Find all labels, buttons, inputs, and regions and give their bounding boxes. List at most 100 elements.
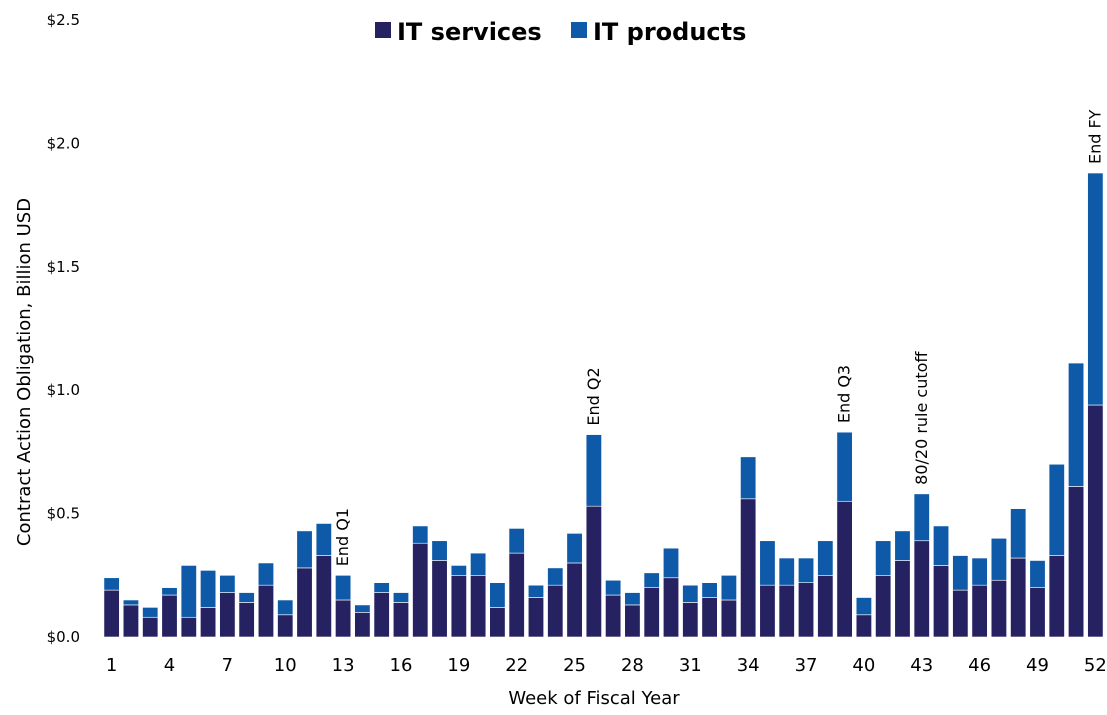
bar-it-services-week-44 bbox=[933, 565, 950, 638]
x-tick-label: 52 bbox=[1084, 655, 1107, 676]
bar-it-products-week-51 bbox=[1068, 362, 1085, 487]
legend: IT services IT products bbox=[375, 18, 746, 46]
bar-it-products-week-17 bbox=[412, 525, 429, 544]
annotation-label: 80/20 rule cutoff bbox=[912, 351, 931, 485]
bar-it-services-week-9 bbox=[257, 584, 274, 638]
bar-it-services-week-40 bbox=[855, 614, 872, 638]
bar-it-products-week-7 bbox=[219, 574, 236, 593]
bar-it-products-week-2 bbox=[122, 599, 139, 606]
bar-it-services-week-48 bbox=[1010, 557, 1027, 638]
bar-it-services-week-21 bbox=[489, 607, 506, 638]
bar-it-services-week-2 bbox=[122, 604, 139, 638]
bar-it-products-week-4 bbox=[161, 587, 178, 596]
bar-it-services-week-47 bbox=[990, 579, 1007, 638]
bar-it-products-week-24 bbox=[547, 567, 564, 586]
bar-it-services-week-38 bbox=[817, 574, 834, 638]
y-tick-label: $0.0 bbox=[47, 628, 80, 646]
annotation-label: End FY bbox=[1085, 109, 1104, 164]
y-axis: $0.0 $0.5 $1.0 $1.5 $2.0 $2.5 bbox=[47, 11, 80, 646]
bar-it-services-week-26 bbox=[585, 505, 602, 638]
bar-it-services-week-46 bbox=[971, 584, 988, 638]
bar-it-services-week-43 bbox=[913, 540, 930, 638]
x-tick-label: 37 bbox=[795, 655, 818, 676]
bar-it-products-week-34 bbox=[740, 456, 757, 500]
bar-it-products-week-38 bbox=[817, 540, 834, 576]
legend-label-it-products: IT products bbox=[593, 18, 746, 46]
bar-it-services-week-23 bbox=[527, 597, 545, 638]
y-tick-label: $1.0 bbox=[47, 381, 80, 399]
bar-it-services-week-18 bbox=[431, 560, 448, 638]
x-axis: 1 4 7 10 13 16 19 22 25 28 31 34 37 40 43 46 49 52 bbox=[106, 655, 1107, 676]
bar-it-services-week-19 bbox=[450, 574, 467, 638]
bar-it-services-week-4 bbox=[161, 594, 178, 638]
bar-it-services-week-35 bbox=[759, 584, 776, 638]
bar-it-products-week-11 bbox=[296, 530, 313, 569]
bar-it-products-week-44 bbox=[933, 525, 950, 566]
bar-it-services-week-3 bbox=[142, 616, 159, 638]
bar-it-products-week-27 bbox=[605, 579, 622, 596]
y-tick-label: $2.0 bbox=[47, 134, 80, 152]
bar-it-products-week-36 bbox=[778, 557, 795, 586]
bar-it-products-week-25 bbox=[566, 533, 583, 564]
bar-it-products-week-48 bbox=[1010, 508, 1027, 559]
bar-it-products-week-19 bbox=[450, 565, 467, 576]
bar-it-services-week-12 bbox=[315, 555, 332, 638]
bar-it-products-week-21 bbox=[489, 582, 506, 608]
bar-it-products-week-10 bbox=[277, 599, 294, 616]
x-tick-label: 40 bbox=[852, 655, 875, 676]
bar-it-services-week-39 bbox=[836, 500, 853, 638]
bar-it-services-week-20 bbox=[470, 574, 487, 638]
bar-it-services-week-10 bbox=[277, 614, 294, 638]
x-tick-label: 4 bbox=[164, 655, 175, 676]
bar-it-products-week-13 bbox=[335, 574, 352, 601]
annotation-label: End Q3 bbox=[835, 365, 854, 423]
x-tick-label: 7 bbox=[222, 655, 233, 676]
bar-it-products-week-33 bbox=[720, 574, 737, 601]
bar-it-products-week-8 bbox=[238, 592, 255, 603]
y-axis-title: Contract Action Obligation, Billion USD bbox=[14, 198, 35, 546]
bar-it-services-week-49 bbox=[1029, 587, 1046, 638]
bar-it-products-week-1 bbox=[103, 577, 120, 591]
bar-it-products-week-30 bbox=[662, 547, 680, 579]
x-tick-label: 25 bbox=[563, 655, 586, 676]
bar-it-services-week-51 bbox=[1068, 486, 1085, 638]
bar-it-products-week-5 bbox=[180, 565, 197, 618]
bar-it-services-week-13 bbox=[335, 599, 352, 638]
bar-it-products-week-32 bbox=[701, 582, 718, 598]
x-tick-label: 16 bbox=[390, 655, 413, 676]
bar-it-services-week-27 bbox=[605, 594, 622, 638]
bar-it-products-week-35 bbox=[759, 540, 776, 586]
legend-swatch-it-products bbox=[571, 22, 587, 38]
bar-it-services-week-45 bbox=[952, 589, 969, 638]
bar-it-products-week-14 bbox=[354, 604, 371, 613]
bar-it-products-week-45 bbox=[952, 555, 969, 591]
x-tick-label: 31 bbox=[679, 655, 702, 676]
bar-it-services-week-33 bbox=[720, 599, 737, 638]
bar-it-services-week-15 bbox=[373, 592, 390, 638]
bar-it-products-week-16 bbox=[392, 592, 409, 603]
bar-it-services-week-11 bbox=[296, 567, 313, 638]
x-tick-label: 46 bbox=[968, 655, 991, 676]
bar-it-services-week-37 bbox=[798, 582, 815, 638]
bar-it-services-week-36 bbox=[778, 584, 795, 638]
x-tick-label: 34 bbox=[737, 655, 760, 676]
bar-it-products-week-39 bbox=[836, 431, 853, 502]
bar-it-services-week-6 bbox=[200, 607, 217, 638]
bar-it-services-week-5 bbox=[180, 616, 197, 638]
bar-it-products-week-15 bbox=[373, 582, 390, 593]
x-tick-label: 13 bbox=[332, 655, 355, 676]
bar-it-services-week-32 bbox=[701, 597, 718, 638]
bars-group bbox=[103, 172, 1104, 638]
y-tick-label: $1.5 bbox=[47, 258, 80, 276]
bar-it-services-week-1 bbox=[103, 589, 120, 638]
x-tick-label: 19 bbox=[447, 655, 470, 676]
bar-it-products-week-52 bbox=[1087, 172, 1104, 406]
x-tick-label: 28 bbox=[621, 655, 644, 676]
bar-it-products-week-40 bbox=[855, 597, 872, 616]
bar-it-services-week-52 bbox=[1087, 404, 1104, 638]
bar-it-services-week-28 bbox=[624, 604, 641, 638]
bar-it-products-week-22 bbox=[508, 528, 525, 554]
bar-it-services-week-7 bbox=[219, 592, 236, 638]
